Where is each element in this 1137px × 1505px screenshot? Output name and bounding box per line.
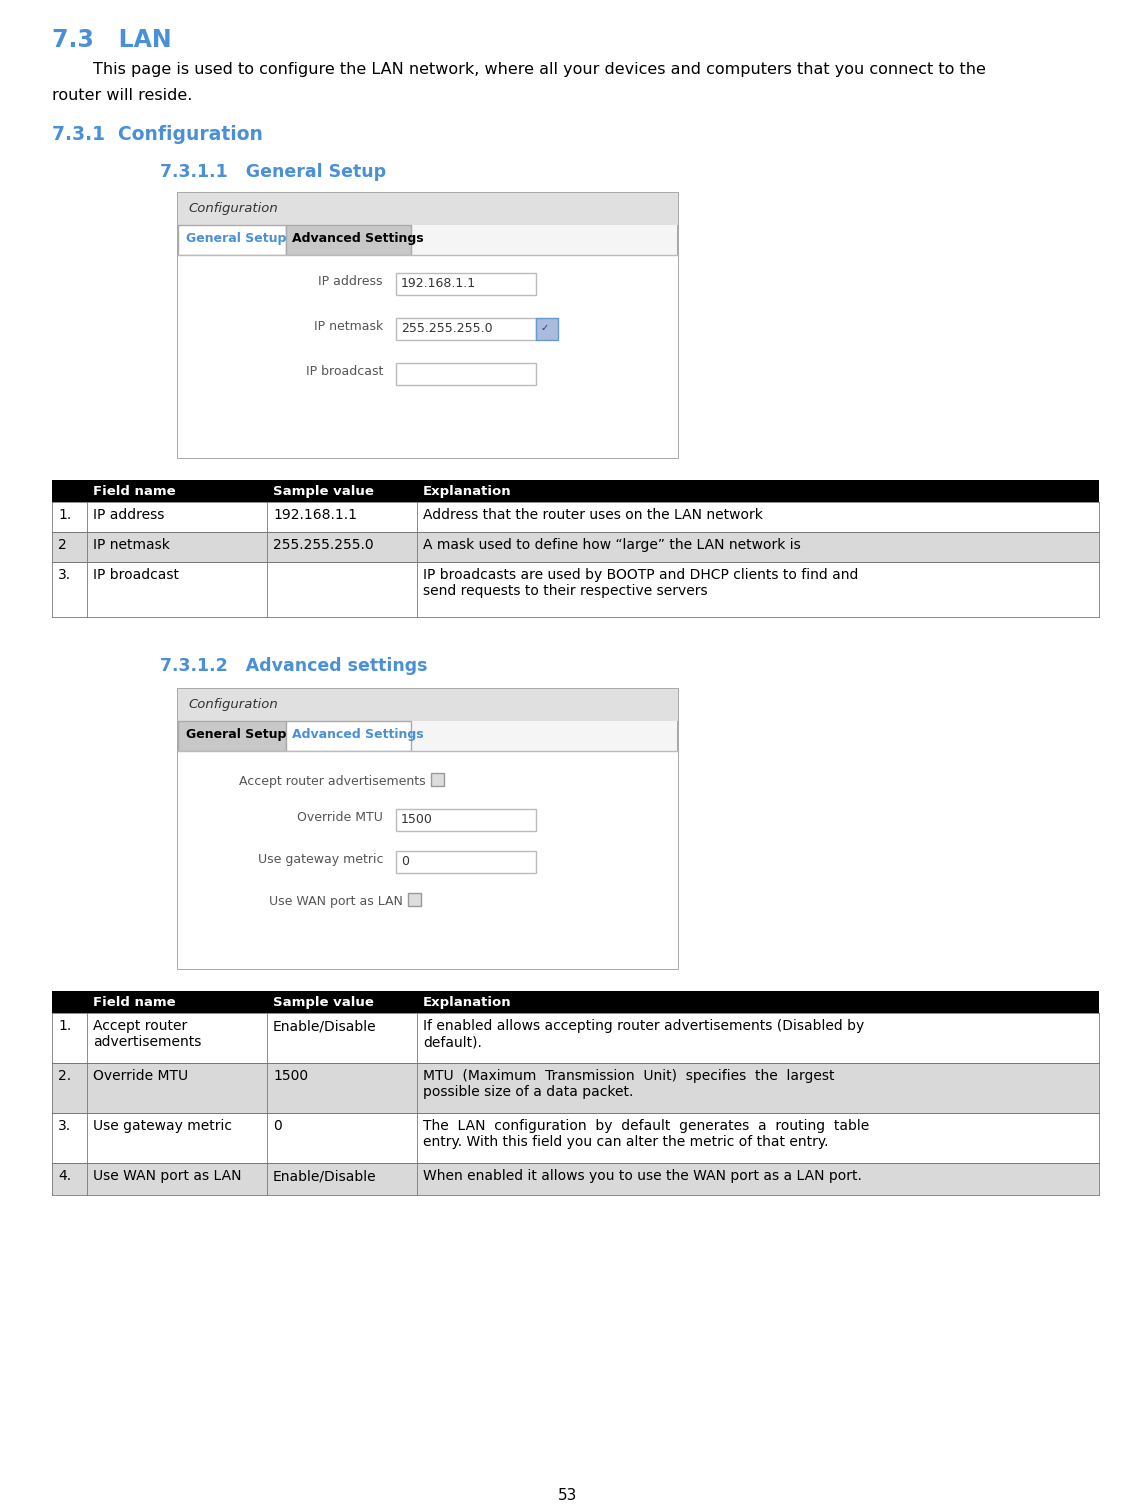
Text: Sample value: Sample value — [273, 996, 374, 1008]
Bar — [287, 226, 410, 254]
Bar — [396, 363, 536, 385]
Bar — [52, 531, 1099, 561]
Text: Explanation: Explanation — [423, 485, 512, 498]
Bar — [179, 193, 678, 458]
Text: 2: 2 — [58, 537, 67, 552]
Text: 7.3   LAN: 7.3 LAN — [52, 29, 172, 53]
Text: 7.3.1  Configuration: 7.3.1 Configuration — [52, 125, 263, 144]
Bar — [431, 774, 445, 786]
Text: 7.3.1.1   General Setup: 7.3.1.1 General Setup — [160, 163, 387, 181]
Text: If enabled allows accepting router advertisements (Disabled by
default).: If enabled allows accepting router adver… — [423, 1019, 864, 1049]
Bar — [52, 1013, 1099, 1063]
Bar — [52, 990, 1099, 1013]
Text: IP broadcasts are used by BOOTP and DHCP clients to find and
send requests to th: IP broadcasts are used by BOOTP and DHCP… — [423, 567, 858, 597]
Bar — [179, 226, 287, 254]
Bar — [396, 318, 536, 340]
Bar — [287, 721, 410, 751]
Bar — [396, 272, 536, 295]
Text: 4.: 4. — [58, 1169, 72, 1183]
Text: 255.255.255.0: 255.255.255.0 — [401, 322, 492, 336]
Bar — [52, 561, 1099, 617]
Bar — [536, 318, 558, 340]
Text: 1.: 1. — [58, 1019, 72, 1032]
Bar — [396, 810, 536, 831]
Text: Override MTU: Override MTU — [93, 1069, 188, 1084]
Text: Use WAN port as LAN: Use WAN port as LAN — [93, 1169, 241, 1183]
Text: 192.168.1.1: 192.168.1.1 — [273, 509, 357, 522]
Text: 255.255.255.0: 255.255.255.0 — [273, 537, 374, 552]
Text: 2.: 2. — [58, 1069, 72, 1084]
Text: 0: 0 — [273, 1120, 282, 1133]
Text: 1500: 1500 — [401, 813, 433, 826]
Text: Enable/Disable: Enable/Disable — [273, 1169, 376, 1183]
Text: Sample value: Sample value — [273, 485, 374, 498]
Text: Advanced Settings: Advanced Settings — [292, 728, 424, 740]
Bar — [52, 1163, 1099, 1195]
Text: 53: 53 — [558, 1488, 578, 1503]
Text: General Setup: General Setup — [186, 232, 287, 245]
Text: IP address: IP address — [318, 275, 383, 287]
Text: Enable/Disable: Enable/Disable — [273, 1019, 376, 1032]
Text: Use gateway metric: Use gateway metric — [257, 853, 383, 865]
Bar — [179, 193, 678, 226]
Bar — [408, 892, 421, 906]
Text: 3.: 3. — [58, 567, 72, 582]
Bar — [52, 480, 1099, 503]
Text: Address that the router uses on the LAN network: Address that the router uses on the LAN … — [423, 509, 763, 522]
Bar — [179, 751, 678, 969]
Text: IP broadcast: IP broadcast — [306, 366, 383, 378]
Text: Advanced Settings: Advanced Settings — [292, 232, 424, 245]
Text: Use gateway metric: Use gateway metric — [93, 1120, 232, 1133]
Bar — [52, 1114, 1099, 1163]
Text: IP netmask: IP netmask — [93, 537, 169, 552]
Text: Field name: Field name — [93, 996, 175, 1008]
Text: Accept router advertisements: Accept router advertisements — [240, 775, 426, 789]
Bar — [179, 721, 287, 751]
Bar — [179, 689, 678, 969]
Text: IP netmask: IP netmask — [314, 321, 383, 333]
Text: 0: 0 — [401, 855, 409, 868]
Text: Configuration: Configuration — [188, 698, 277, 710]
Text: IP address: IP address — [93, 509, 165, 522]
Text: This page is used to configure the LAN network, where all your devices and compu: This page is used to configure the LAN n… — [52, 62, 986, 77]
Text: Use WAN port as LAN: Use WAN port as LAN — [269, 895, 402, 908]
Bar — [52, 1063, 1099, 1114]
Text: 192.168.1.1: 192.168.1.1 — [401, 277, 476, 290]
Text: The  LAN  configuration  by  default  generates  a  routing  table
entry. With t: The LAN configuration by default generat… — [423, 1120, 870, 1150]
Text: MTU  (Maximum  Transmission  Unit)  specifies  the  largest
possible size of a d: MTU (Maximum Transmission Unit) specifie… — [423, 1069, 835, 1099]
Text: IP broadcast: IP broadcast — [93, 567, 179, 582]
Text: When enabled it allows you to use the WAN port as a LAN port.: When enabled it allows you to use the WA… — [423, 1169, 862, 1183]
Text: 7.3.1.2   Advanced settings: 7.3.1.2 Advanced settings — [160, 658, 428, 676]
Text: Configuration: Configuration — [188, 202, 277, 215]
Bar — [52, 503, 1099, 531]
Text: router will reside.: router will reside. — [52, 87, 192, 102]
Bar — [179, 689, 678, 721]
Text: Explanation: Explanation — [423, 996, 512, 1008]
Text: Override MTU: Override MTU — [297, 811, 383, 825]
Text: A mask used to define how “large” the LAN network is: A mask used to define how “large” the LA… — [423, 537, 800, 552]
Text: General Setup: General Setup — [186, 728, 287, 740]
Bar — [396, 850, 536, 873]
Bar — [179, 254, 678, 458]
Text: Field name: Field name — [93, 485, 175, 498]
Text: ✓: ✓ — [541, 324, 549, 333]
Text: 3.: 3. — [58, 1120, 72, 1133]
Text: 1500: 1500 — [273, 1069, 308, 1084]
Text: 1.: 1. — [58, 509, 72, 522]
Text: Accept router
advertisements: Accept router advertisements — [93, 1019, 201, 1049]
